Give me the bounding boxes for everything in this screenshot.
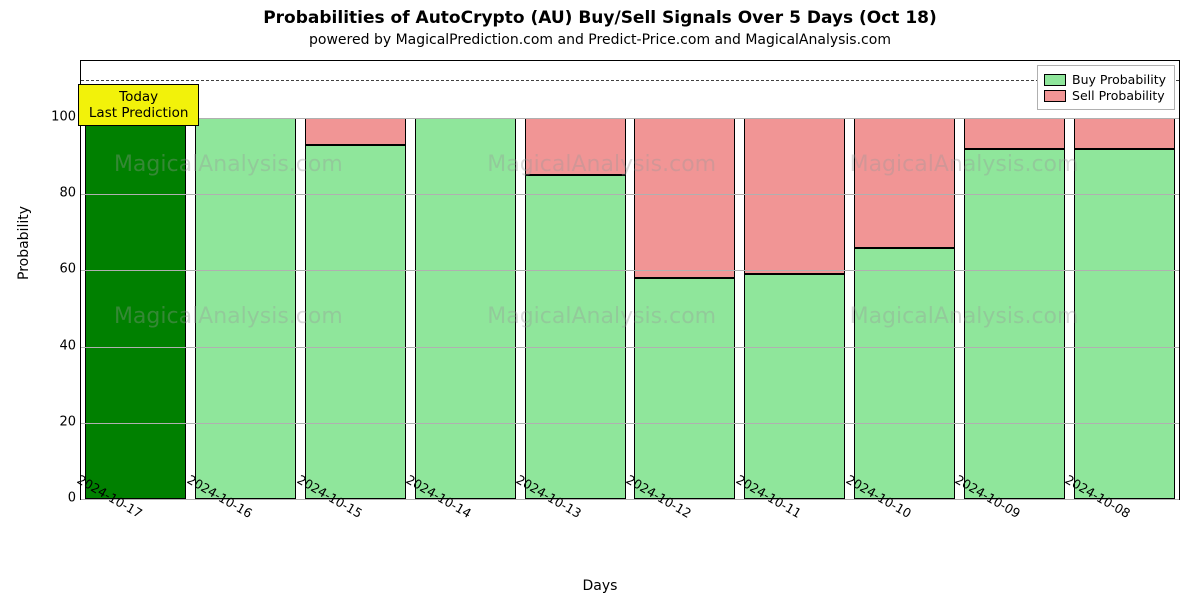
gridline — [81, 499, 1179, 500]
reference-line — [81, 80, 1179, 81]
today-callout: Today Last Prediction — [78, 84, 199, 126]
plot-area: Today Last Prediction Buy ProbabilitySel… — [80, 60, 1180, 500]
y-tick-label: 60 — [36, 262, 76, 277]
figure: Probabilities of AutoCrypto (AU) Buy/Sel… — [0, 0, 1200, 600]
legend-label: Buy Probability — [1072, 72, 1166, 87]
callout-line1: Today — [89, 89, 188, 105]
bar-buy — [1074, 149, 1175, 499]
bars-container — [81, 61, 1179, 499]
legend-item: Sell Probability — [1044, 88, 1166, 103]
bar-sell — [1074, 118, 1175, 148]
y-tick-label: 0 — [36, 491, 76, 506]
bar-sell — [305, 118, 406, 145]
legend: Buy ProbabilitySell Probability — [1037, 65, 1175, 110]
bar-buy — [744, 274, 845, 499]
chart-title: Probabilities of AutoCrypto (AU) Buy/Sel… — [0, 8, 1200, 28]
legend-swatch — [1044, 90, 1066, 102]
bar-buy — [415, 118, 516, 499]
y-tick-label: 100 — [36, 110, 76, 125]
bar-sell — [854, 118, 955, 247]
gridline — [81, 194, 1179, 195]
bar-buy — [854, 248, 955, 499]
bar-sell — [744, 118, 845, 274]
bar-sell — [964, 118, 1065, 148]
y-tick-label: 20 — [36, 414, 76, 429]
y-tick-label: 40 — [36, 338, 76, 353]
bar-buy — [195, 118, 296, 499]
y-tick-label: 80 — [36, 186, 76, 201]
legend-item: Buy Probability — [1044, 72, 1166, 87]
bar-sell — [525, 118, 626, 175]
bar-buy — [964, 149, 1065, 499]
chart-subtitle: powered by MagicalPrediction.com and Pre… — [0, 32, 1200, 48]
gridline — [81, 423, 1179, 424]
bar-buy — [305, 145, 406, 499]
bar-buy — [634, 278, 735, 499]
legend-swatch — [1044, 74, 1066, 86]
bar-buy — [85, 118, 186, 499]
x-axis-label: Days — [0, 578, 1200, 594]
gridline — [81, 270, 1179, 271]
callout-line2: Last Prediction — [89, 105, 188, 121]
gridline — [81, 118, 1179, 119]
y-axis-label: Probability — [16, 206, 32, 280]
bar-sell — [634, 118, 735, 278]
legend-label: Sell Probability — [1072, 88, 1165, 103]
bar-buy — [525, 175, 626, 499]
gridline — [81, 347, 1179, 348]
